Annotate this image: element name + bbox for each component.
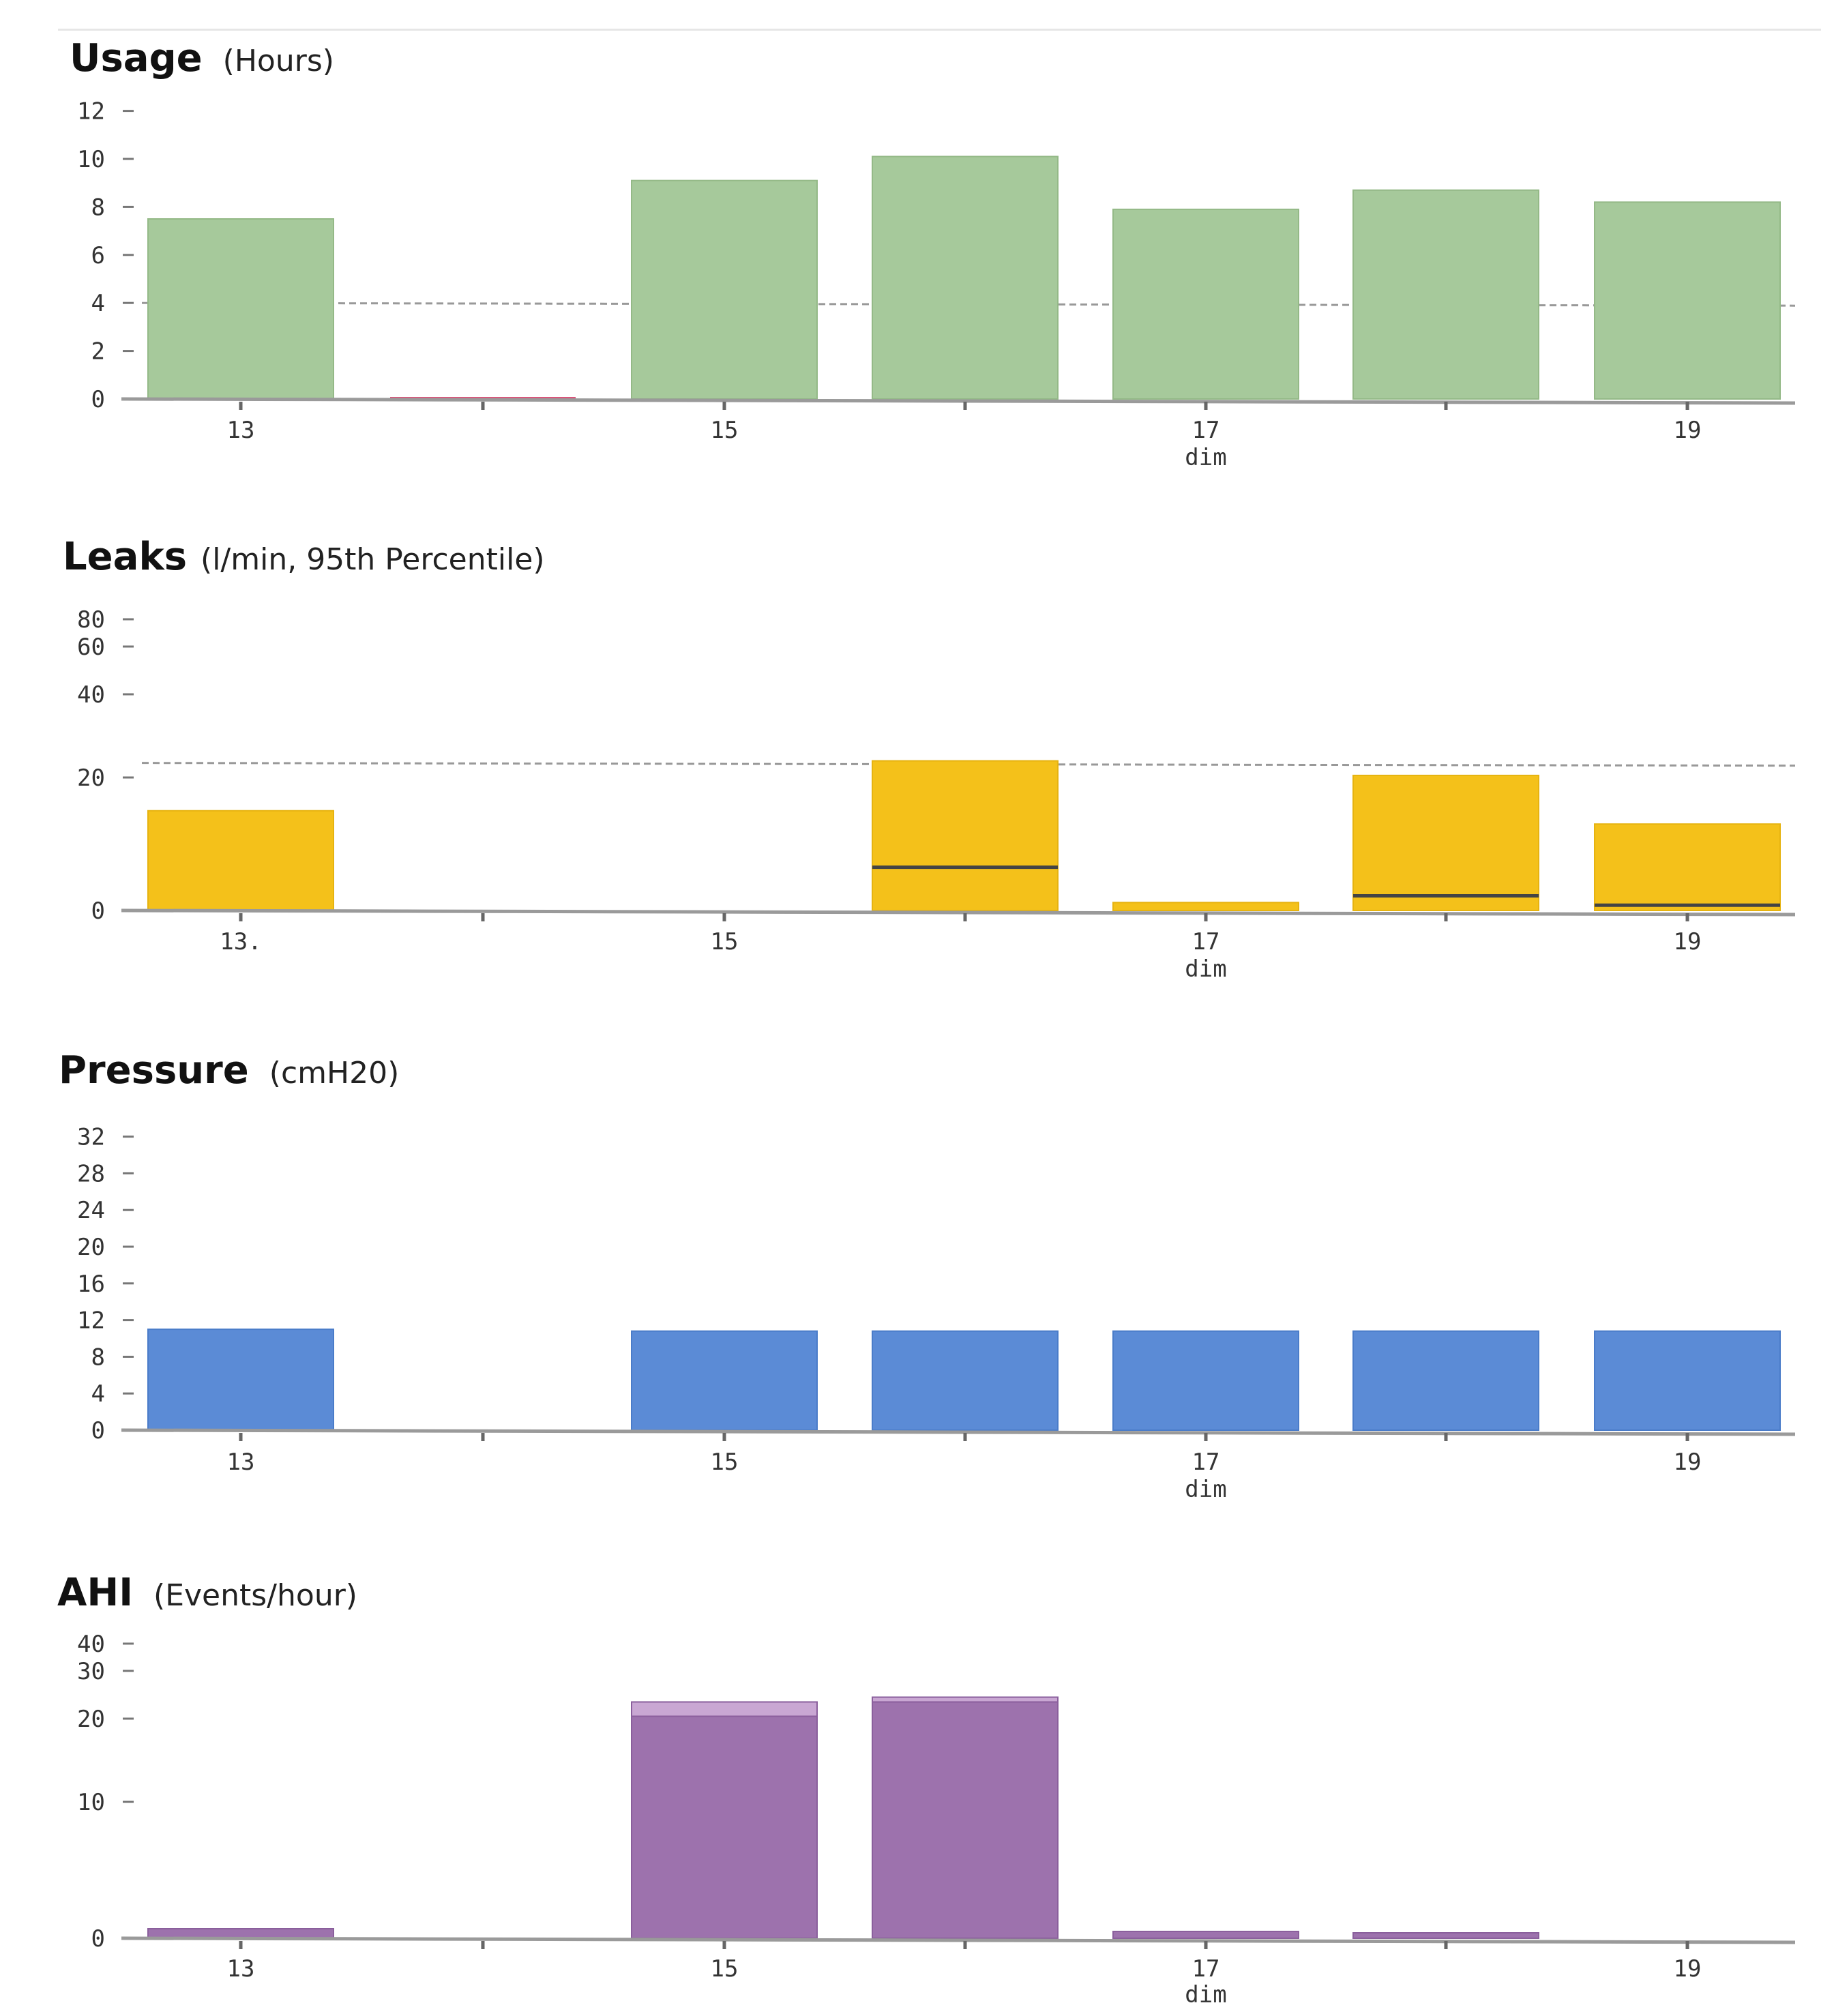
bar-upper-15 (631, 1701, 818, 1717)
bar-18 (1352, 1932, 1539, 1939)
y-tick-label: 12 (77, 98, 105, 125)
y-tick-label: 0 (91, 898, 105, 925)
y-tick-label: 8 (91, 1344, 105, 1371)
bar-19 (1594, 823, 1781, 911)
bar-19 (1594, 201, 1781, 400)
y-tick-label: 20 (77, 1234, 105, 1261)
x-tick-label: 15 (711, 1449, 739, 1476)
x-tick-label: 15 (711, 417, 739, 444)
y-tick-label: 20 (77, 1706, 105, 1733)
y-tick-label: 40 (77, 681, 105, 709)
bar-18 (1352, 1330, 1539, 1431)
threshold-line (141, 762, 1796, 767)
top-divider (58, 29, 1821, 31)
bar-15 (631, 1330, 818, 1431)
bar-17 (1112, 208, 1299, 400)
x-tick-label: 13 (227, 417, 255, 444)
y-tick-label: 28 (77, 1160, 105, 1187)
x-axis-label: dim (1185, 1981, 1226, 2008)
x-tick-label: 19 (1674, 1449, 1702, 1476)
x-tick-label: 13 (227, 1449, 255, 1476)
y-tick-label: 10 (77, 146, 105, 173)
bar-15 (631, 1715, 818, 1939)
x-tick-label: 13. (220, 928, 261, 955)
y-tick-label: 2 (91, 338, 105, 366)
bar-13 (147, 1329, 334, 1431)
y-tick-label: 6 (91, 242, 105, 269)
chart-title: Pressure (cmH20) (59, 1048, 399, 1093)
x-axis (121, 397, 1796, 405)
y-tick-label: 4 (91, 1380, 105, 1408)
x-tick-label: 13 (227, 1955, 255, 1983)
y-tick-label: 40 (77, 1631, 105, 1658)
y-tick-label: 0 (91, 1925, 105, 1953)
y-tick-label: 20 (77, 765, 105, 792)
y-tick-label: 8 (91, 194, 105, 221)
x-axis (121, 1936, 1796, 1944)
x-tick-label: 17 (1192, 928, 1220, 955)
y-tick-label: 4 (91, 290, 105, 317)
x-axis-label: dim (1185, 444, 1226, 471)
x-axis-label: dim (1185, 1476, 1226, 1503)
pressure-chart: Pressure (cmH20) 0 4 8 12 16 20 24 28 32 13 15 17 19 d… (59, 1048, 1796, 1503)
bar-13 (147, 218, 334, 400)
x-axis (121, 908, 1796, 917)
y-tick-label: 10 (77, 1789, 105, 1816)
x-tick-label: 15 (711, 928, 739, 955)
x-tick-label: 17 (1192, 1955, 1220, 1983)
y-tick-label: 0 (91, 386, 105, 413)
usage-chart: Usage (Hours) 0 2 4 6 8 10 12 13 15 17 19 dim (70, 36, 1796, 471)
bar-17 (1112, 1931, 1299, 1939)
bar-16 (872, 1330, 1059, 1431)
bar-18 (1352, 774, 1539, 912)
chart-title: AHI (Events/hour) (57, 1571, 357, 1615)
x-tick-label: 15 (711, 1955, 739, 1983)
chart-title: Usage (Hours) (70, 36, 334, 80)
bar-18 (1352, 189, 1539, 400)
x-tick-label: 19 (1674, 1955, 1702, 1983)
y-tick-label: 80 (77, 606, 105, 634)
x-axis (121, 1428, 1796, 1436)
chart-title: Leaks (l/min, 95th Percentile) (63, 535, 545, 579)
bar-upper-16 (872, 1696, 1059, 1703)
bar-16 (872, 155, 1059, 400)
x-tick-label: 17 (1192, 417, 1220, 444)
bar-15 (631, 179, 818, 400)
y-tick-label: 12 (77, 1307, 105, 1335)
bar-19 (1594, 1330, 1781, 1431)
x-tick-label: 19 (1674, 928, 1702, 955)
y-tick-label: 16 (77, 1271, 105, 1298)
bar-16 (872, 760, 1059, 911)
x-axis-label: dim (1185, 955, 1226, 983)
bar-17 (1112, 1330, 1299, 1431)
x-tick-label: 19 (1674, 417, 1702, 444)
x-tick-label: 17 (1192, 1449, 1220, 1476)
y-tick-label: 32 (77, 1124, 105, 1151)
y-tick-label: 0 (91, 1417, 105, 1444)
bar-17 (1112, 902, 1299, 911)
y-tick-label: 30 (77, 1658, 105, 1685)
bar-16 (872, 1701, 1059, 1939)
y-tick-label: 60 (77, 634, 105, 661)
bar-13 (147, 810, 334, 911)
y-tick-label: 24 (77, 1197, 105, 1224)
